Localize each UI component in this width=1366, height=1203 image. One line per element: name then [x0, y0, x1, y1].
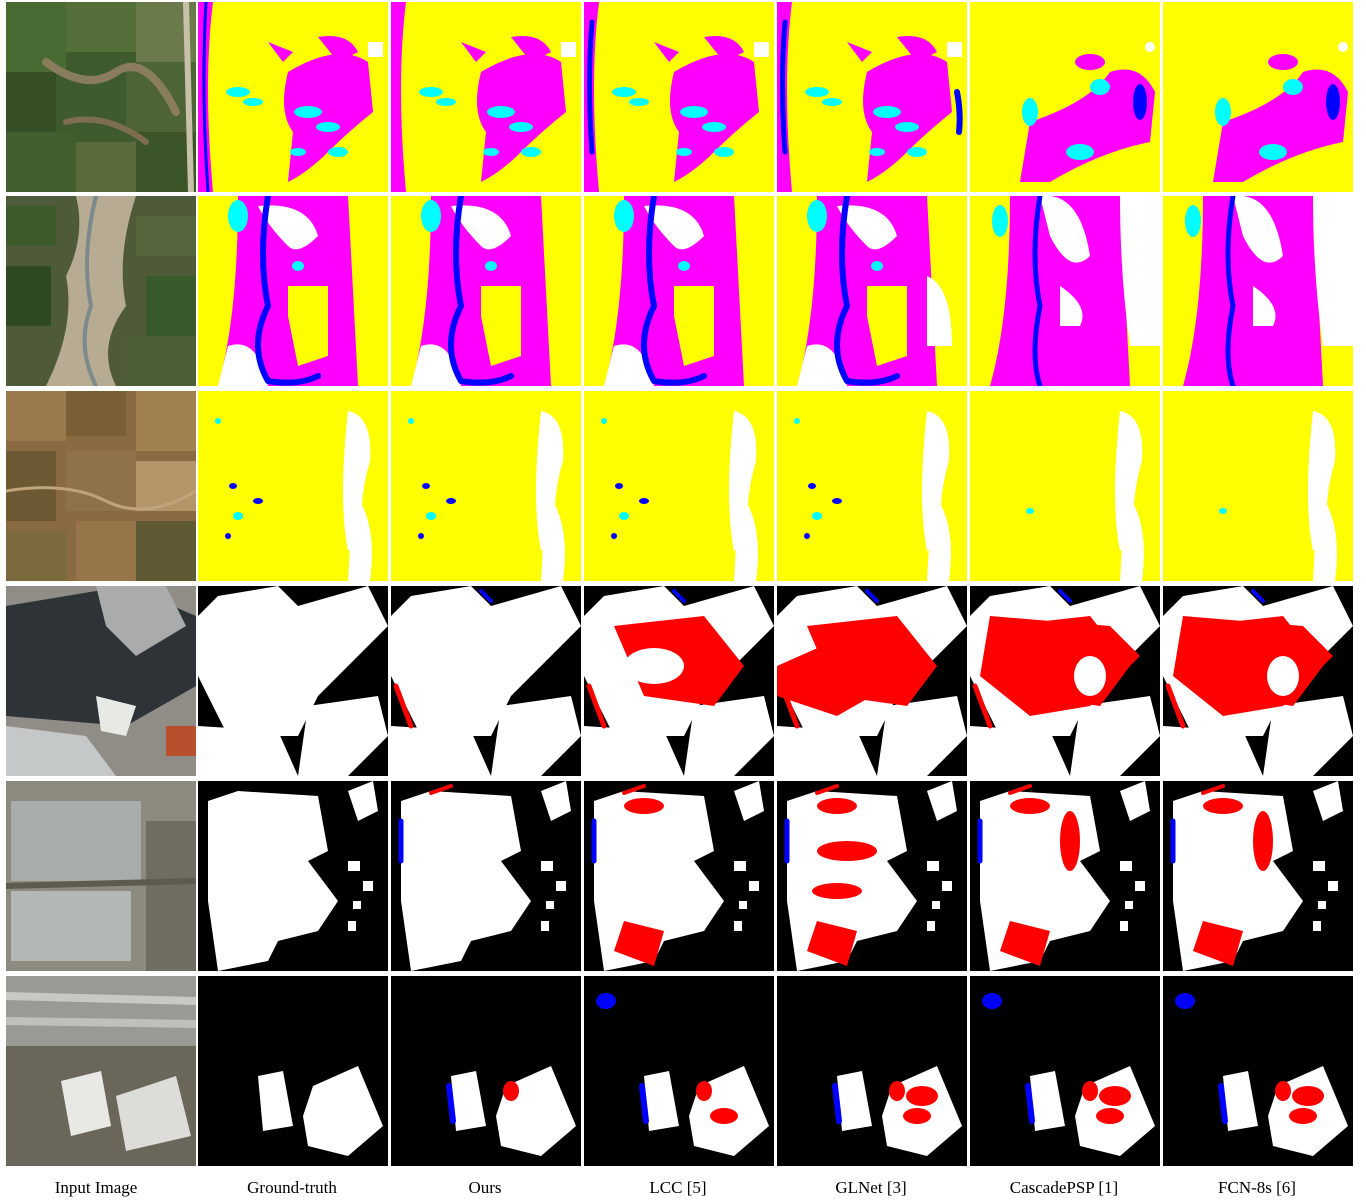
caption-ground-truth: Ground-truth: [247, 1178, 337, 1197]
fcn8s-mask-dry-fields: [1163, 391, 1353, 581]
column-captions: Input Image Ground-truth Ours LCC [5] GL…: [0, 1176, 1366, 1203]
caption-glnet: GLNet [3]: [835, 1178, 907, 1197]
gt-mask-dry-fields: [198, 391, 388, 581]
fcn8s-mask-riverbed: [1163, 196, 1353, 386]
caption-input-image: Input Image: [54, 1178, 138, 1197]
caption-fcn8s: FCN-8s [6]: [1218, 1178, 1296, 1197]
fcn8s-mask-farmland-village: [1163, 2, 1353, 192]
glnet-mask-riverbed: [777, 196, 967, 386]
ours-mask-riverbed: [391, 196, 581, 386]
lcc-mask-dry-fields: [584, 391, 774, 581]
lcc-mask-riverbed: [584, 196, 774, 386]
input-image-farmland-village: [6, 2, 196, 192]
ours-mask-warehouse-block: [391, 781, 581, 971]
caption-cascadepsp: CascadePSP [1]: [1009, 1178, 1119, 1197]
ours-mask-farmland-village: [391, 2, 581, 192]
lcc-mask-warehouse-block: [584, 781, 774, 971]
glnet-mask-industrial-roofs: [777, 586, 967, 776]
input-image-highway-campus: [6, 976, 196, 1166]
cascadepsp-mask-dry-fields: [970, 391, 1160, 581]
cascadepsp-mask-industrial-roofs: [970, 586, 1160, 776]
comparison-grid: [6, 2, 1353, 1166]
lcc-mask-industrial-roofs: [584, 586, 774, 776]
glnet-mask-highway-campus: [777, 976, 967, 1166]
gt-mask-farmland-village: [198, 2, 388, 192]
lcc-mask-highway-campus: [584, 976, 774, 1166]
gt-mask-highway-campus: [198, 976, 388, 1166]
caption-lcc: LCC [5]: [649, 1178, 707, 1197]
fcn8s-mask-highway-campus: [1163, 976, 1353, 1166]
input-image-dry-fields: [6, 391, 196, 581]
cascadepsp-mask-riverbed: [970, 196, 1160, 386]
lcc-mask-farmland-village: [584, 2, 774, 192]
cascadepsp-mask-farmland-village: [970, 2, 1160, 192]
ours-mask-highway-campus: [391, 976, 581, 1166]
glnet-mask-warehouse-block: [777, 781, 967, 971]
ours-mask-industrial-roofs: [391, 586, 581, 776]
gt-mask-industrial-roofs: [198, 586, 388, 776]
input-image-riverbed: [6, 196, 196, 386]
gt-mask-riverbed: [198, 196, 388, 386]
caption-ours: Ours: [468, 1178, 502, 1197]
cascadepsp-mask-highway-campus: [970, 976, 1160, 1166]
cascadepsp-mask-warehouse-block: [970, 781, 1160, 971]
fcn8s-mask-industrial-roofs: [1163, 586, 1353, 776]
glnet-mask-dry-fields: [777, 391, 967, 581]
ours-mask-dry-fields: [391, 391, 581, 581]
input-image-warehouse-block: [6, 781, 196, 971]
gt-mask-warehouse-block: [198, 781, 388, 971]
input-image-industrial-roofs: [6, 586, 196, 776]
glnet-mask-farmland-village: [777, 2, 967, 192]
fcn8s-mask-warehouse-block: [1163, 781, 1353, 971]
